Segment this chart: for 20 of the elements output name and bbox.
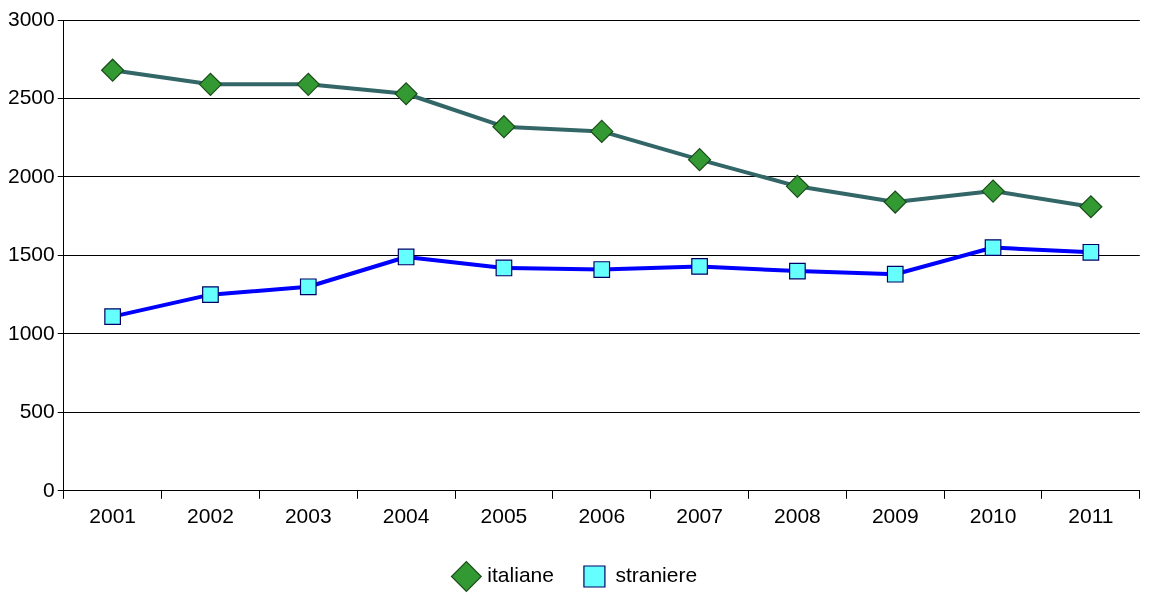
x-tick-label: 2007 xyxy=(676,504,723,528)
legend-label: italiane xyxy=(487,563,554,587)
x-tick-label: 2005 xyxy=(480,504,528,528)
x-tick-label: 2006 xyxy=(578,504,626,528)
x-tick-label: 2010 xyxy=(969,504,1017,528)
y-tick-label: 3000 xyxy=(8,6,55,30)
y-tick-label: 1000 xyxy=(8,320,55,344)
x-tick-label: 2011 xyxy=(1068,504,1114,528)
y-tick-label: 0 xyxy=(43,477,55,501)
legend-label: straniere xyxy=(615,563,698,587)
y-tick-label: 500 xyxy=(19,399,55,423)
x-tick-label: 2008 xyxy=(774,504,821,528)
y-tick-label: 1500 xyxy=(8,242,55,266)
y-tick-label: 2500 xyxy=(8,85,55,109)
x-tick-label: 2009 xyxy=(871,504,919,528)
y-tick-label: 2000 xyxy=(8,163,55,187)
x-tick-label: 2004 xyxy=(382,504,430,528)
x-tick-label: 2002 xyxy=(187,504,234,528)
x-tick-label: 2003 xyxy=(284,504,332,528)
x-tick-label: 2001 xyxy=(89,504,136,528)
